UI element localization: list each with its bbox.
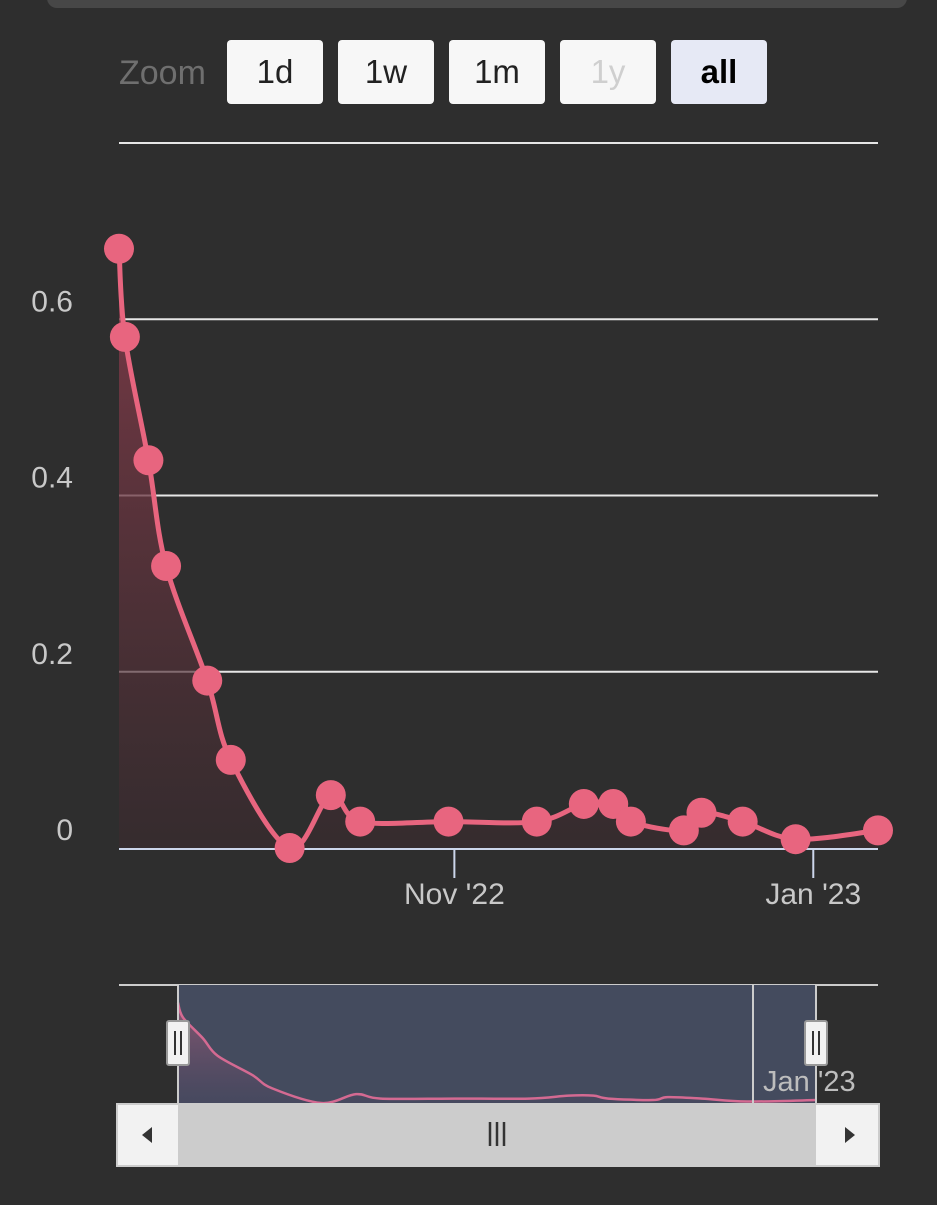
y-tick-label: 0.6: [31, 285, 73, 318]
zoom-1w-button[interactable]: 1w: [338, 40, 434, 104]
navigator-line: [176, 1002, 817, 1105]
data-point: [109, 321, 140, 352]
zoom-label: Zoom: [119, 54, 206, 92]
scrollbar[interactable]: [116, 1103, 880, 1167]
series: [104, 233, 893, 863]
data-point: [133, 445, 164, 476]
navigator-right-handle[interactable]: [804, 1020, 828, 1066]
data-point: [192, 665, 223, 696]
data-point: [345, 806, 376, 837]
zoom-1m-button[interactable]: 1m: [449, 40, 545, 104]
data-point: [104, 233, 134, 264]
data-point: [151, 551, 182, 581]
top-panel-edge: [47, 0, 907, 8]
zoom-all-button[interactable]: all: [671, 40, 767, 104]
handle-grip: [166, 1020, 190, 1066]
data-point: [863, 815, 893, 846]
data-point: [568, 788, 599, 819]
data-point: [615, 806, 646, 837]
scroll-right-arrow-icon[interactable]: [845, 1127, 855, 1143]
data-point: [686, 797, 717, 828]
data-point: [727, 806, 758, 837]
x-tick-label: Nov '22: [404, 878, 505, 911]
zoom-1d-button[interactable]: 1d: [227, 40, 323, 104]
gridlines: [119, 142, 878, 673]
scroll-left-arrow-icon[interactable]: [142, 1127, 152, 1143]
data-point: [215, 744, 246, 775]
data-point: [315, 780, 346, 811]
navigator[interactable]: Jan '23: [119, 984, 878, 1105]
data-point: [274, 833, 305, 863]
data-point: [521, 806, 552, 837]
x-tick-label: Jan '23: [765, 878, 861, 911]
navigator-left-handle[interactable]: [166, 1020, 190, 1066]
handle-grip: [804, 1020, 828, 1066]
zoom-1y-button[interactable]: 1y: [560, 40, 656, 104]
series-area: [119, 248, 878, 849]
navigator-tick-label: Jan '23: [763, 1066, 856, 1098]
y-tick-label: 0.2: [31, 638, 73, 671]
y-axis: 0 0.2 0.4 0.6: [31, 285, 73, 847]
navigator-selection: [178, 985, 816, 1103]
y-tick-label: 0.4: [31, 462, 73, 495]
navigator-area: [178, 1002, 816, 1104]
x-axis: Nov '22 Jan '23: [119, 848, 878, 911]
data-point: [780, 824, 811, 855]
y-tick-label: 0: [56, 814, 73, 847]
data-point: [433, 806, 464, 837]
